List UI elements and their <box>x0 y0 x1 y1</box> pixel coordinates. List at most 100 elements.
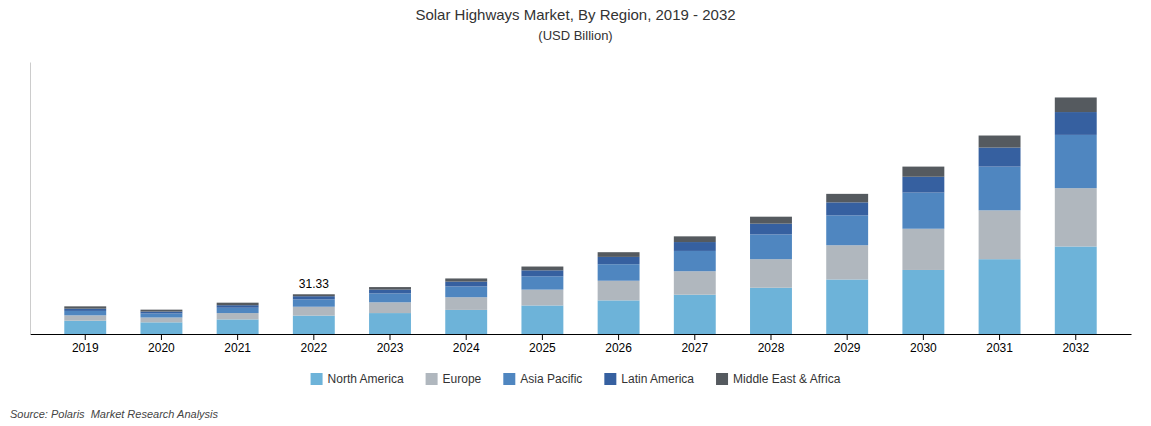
bar <box>1055 246 1097 334</box>
x-tick-mark <box>237 334 238 340</box>
x-tick: 2023 <box>377 334 404 355</box>
bar <box>521 270 563 276</box>
bar <box>445 278 487 281</box>
bar <box>979 259 1021 334</box>
bar <box>750 217 792 224</box>
bar <box>293 299 335 306</box>
bar <box>902 177 944 193</box>
x-tick: 2030 <box>910 334 937 355</box>
y-axis-line <box>30 63 31 335</box>
bar <box>293 316 335 334</box>
legend-swatch <box>426 373 438 385</box>
annotation: 31.33 <box>299 277 329 291</box>
legend-swatch <box>503 373 515 385</box>
x-tick: 2020 <box>148 334 175 355</box>
x-tick-label: 2030 <box>910 341 937 355</box>
x-tick: 2027 <box>681 334 708 355</box>
x-tick-label: 2027 <box>681 341 708 355</box>
series <box>64 188 1096 322</box>
bar <box>826 202 868 215</box>
x-tick-label: 2026 <box>605 341 632 355</box>
bar <box>750 224 792 235</box>
x-tick-label: 2025 <box>529 341 556 355</box>
bar <box>674 236 716 242</box>
bar <box>217 308 259 313</box>
legend-label: Latin America <box>621 372 694 386</box>
bar <box>598 300 640 334</box>
x-tick: 2024 <box>453 334 480 355</box>
x-tick-mark <box>466 334 467 340</box>
bar <box>64 309 106 311</box>
bar <box>293 294 335 296</box>
bar <box>979 167 1021 211</box>
x-tick-mark <box>618 334 619 340</box>
legend-item: Europe <box>426 372 482 386</box>
bar <box>674 295 716 334</box>
bar <box>217 303 259 306</box>
bar <box>1055 97 1097 112</box>
x-tick: 2031 <box>986 334 1013 355</box>
bar <box>979 210 1021 259</box>
bar <box>64 315 106 320</box>
x-tick-label: 2021 <box>224 341 251 355</box>
x-tick-label: 2020 <box>148 341 175 355</box>
bar <box>902 167 944 177</box>
legend-label: Asia Pacific <box>520 372 582 386</box>
bar <box>674 251 716 271</box>
x-tick-mark <box>694 334 695 340</box>
bar <box>674 271 716 294</box>
x-tick-label: 2032 <box>1062 341 1089 355</box>
x-tick-mark <box>770 334 771 340</box>
bars <box>64 97 1096 334</box>
x-axis: 2019 2020 2021 2022 2023 2024 2025 2026 2027 2028… <box>31 334 1132 355</box>
x-axis-line <box>31 334 1132 335</box>
bar <box>598 252 640 257</box>
bar <box>902 270 944 334</box>
bar <box>598 281 640 301</box>
x-tick-label: 2022 <box>300 341 327 355</box>
plot: 2019 2020 2021 2022 2023 2024 2025 2026 2027 2028… <box>31 63 1132 355</box>
bar <box>445 297 487 310</box>
bar <box>64 306 106 308</box>
bar <box>1055 188 1097 246</box>
bar <box>1055 135 1097 188</box>
x-tick: 2021 <box>224 334 251 355</box>
x-tick-label: 2028 <box>758 341 785 355</box>
bar <box>826 279 868 334</box>
x-tick-mark <box>161 334 162 340</box>
x-tick-mark <box>923 334 924 340</box>
y-axis <box>30 63 31 335</box>
bar <box>598 257 640 264</box>
x-tick-label: 2024 <box>453 341 480 355</box>
bar <box>521 305 563 334</box>
legend: North AmericaEuropeAsia PacificLatin Ame… <box>311 372 841 386</box>
bar <box>64 321 106 334</box>
bar <box>750 234 792 259</box>
x-tick: 2026 <box>605 334 632 355</box>
x-tick-label: 2023 <box>377 341 404 355</box>
bar <box>445 286 487 297</box>
bar <box>217 313 259 319</box>
x-tick-mark <box>85 334 86 340</box>
bar <box>598 264 640 280</box>
x-tick: 2025 <box>529 334 556 355</box>
legend-swatch <box>311 373 323 385</box>
x-tick-mark <box>390 334 391 340</box>
x-tick-mark <box>1075 334 1076 340</box>
bar <box>902 193 944 229</box>
x-tick-label: 2019 <box>72 341 99 355</box>
bar <box>293 296 335 299</box>
bar <box>140 322 182 334</box>
x-tick: 2028 <box>758 334 785 355</box>
series <box>64 112 1096 313</box>
source: Source: Polaris Market Research Analysis <box>10 408 219 420</box>
bar <box>140 318 182 323</box>
bar <box>902 229 944 270</box>
bar <box>140 310 182 312</box>
bar <box>979 148 1021 167</box>
series <box>64 97 1096 311</box>
legend-item: Latin America <box>604 372 694 386</box>
x-tick-mark <box>999 334 1000 340</box>
bar <box>826 215 868 245</box>
bar <box>140 312 182 314</box>
